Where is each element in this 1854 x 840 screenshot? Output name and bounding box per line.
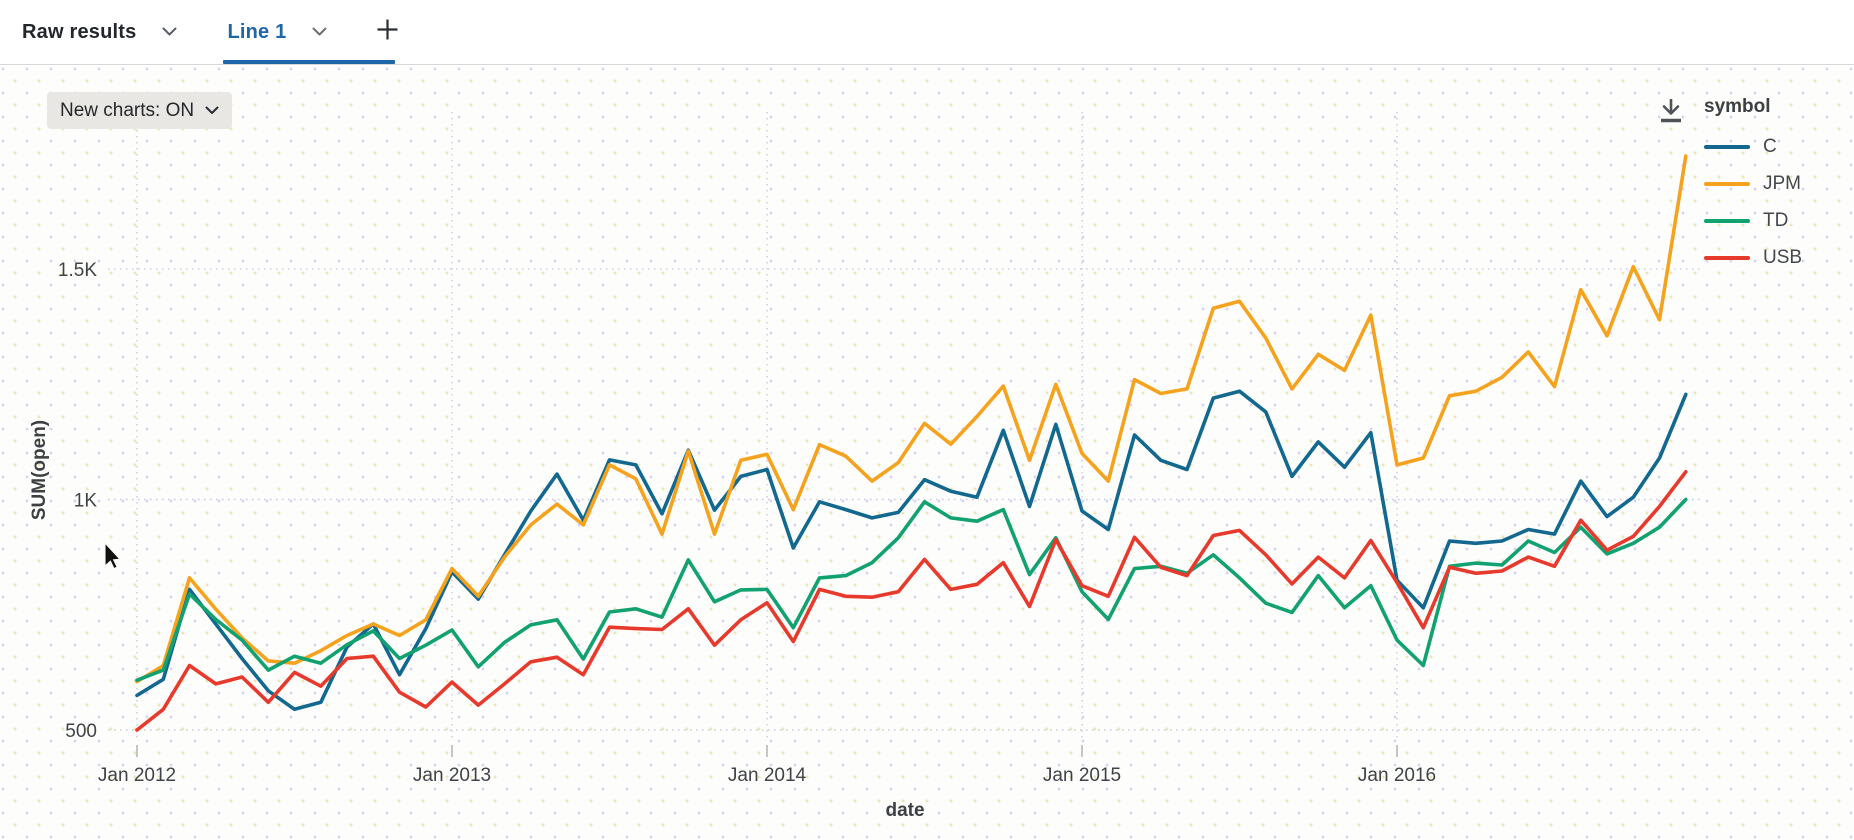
legend-item-c[interactable]: C [1704,128,1852,165]
chevron-down-icon [205,102,219,120]
legend-item-td[interactable]: TD [1704,202,1852,239]
chevron-down-icon[interactable] [162,27,177,37]
result-tab-bar: Raw results Line 1 [0,0,1854,65]
new-charts-toggle[interactable]: New charts: ON [47,92,233,129]
y-tick-label: 500 [65,721,97,742]
x-tick-label: Jan 2014 [728,765,807,786]
active-tab-underline [223,60,395,64]
y-tick-label: 1.5K [58,260,97,281]
legend-swatch [1704,144,1750,149]
legend-swatch [1704,218,1750,223]
legend-label: JPM [1763,172,1801,194]
series-line-usb [135,469,1688,732]
new-charts-label: New charts: ON [60,99,195,121]
x-tick-label: Jan 2013 [413,765,491,786]
download-icon [1654,99,1688,132]
plus-icon [375,17,400,47]
legend-item-jpm[interactable]: JPM [1704,165,1852,202]
series-line-jpm [135,154,1688,684]
x-tick-label: Jan 2012 [98,765,176,786]
legend-item-usb[interactable]: USB [1704,239,1852,276]
tab-line-1-label: Line 1 [227,20,287,43]
tab-raw-results-label: Raw results [22,20,137,43]
legend-swatch [1704,181,1750,186]
mouse-cursor [104,541,130,578]
legend-label: C [1763,135,1777,157]
download-chart-button[interactable] [1654,94,1688,133]
legend-title: symbol [1704,96,1771,117]
tab-raw-results[interactable]: Raw results [22,21,177,44]
add-chart-tab-button[interactable] [375,17,400,47]
y-tick-label: 1K [74,491,98,512]
legend-swatch [1704,255,1750,260]
legend-label: TD [1763,209,1789,231]
notebook-canvas [0,64,1854,840]
legend-items: C JPM TD USB [1704,128,1852,276]
chevron-down-icon[interactable] [312,27,327,37]
series-line-td [135,497,1688,683]
x-axis-title: date [885,800,925,821]
x-tick-label: Jan 2016 [1358,765,1436,786]
x-tick-label: Jan 2015 [1043,765,1121,786]
chart-legend: symbol C JPM TD USB [1704,96,1852,276]
series-line-c [135,389,1688,712]
y-axis-title: SUM(open) [29,419,50,521]
legend-label: USB [1763,246,1803,268]
tab-line-1[interactable]: Line 1 [227,21,327,44]
